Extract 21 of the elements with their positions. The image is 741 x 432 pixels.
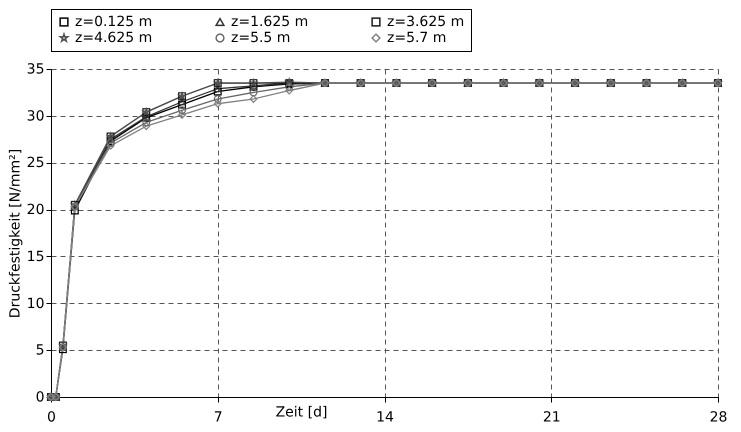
x-tick-label: 28: [710, 410, 728, 426]
x-tick-label: 14: [376, 410, 394, 426]
y-tick-label: 20: [26, 202, 44, 218]
x-tick-label: 0: [47, 410, 56, 426]
y-tick-label: 25: [26, 155, 44, 172]
y-tick-label: 30: [26, 108, 44, 124]
legend-label: z=5.5 m: [231, 30, 290, 46]
y-tick-label: 35: [26, 62, 44, 78]
legend-label: z=5.7 m: [387, 30, 446, 46]
y-tick-label: 5: [36, 342, 44, 359]
x-axis-title: Zeit [d]: [276, 404, 328, 420]
legend-label: z=1.625 m: [231, 14, 308, 30]
legend-label: z=3.625 m: [387, 14, 464, 30]
x-tick-label: 7: [214, 410, 223, 426]
y-tick-label: 15: [26, 248, 44, 265]
x-tick-label: 21: [542, 410, 561, 426]
y-axis-title: Druckfestigkeit [N/mm²]: [8, 148, 24, 318]
legend-label: z=0.125 m: [75, 14, 152, 30]
y-tick-label: 0: [36, 390, 44, 406]
y-tick-label: 10: [26, 296, 44, 312]
legend-label: z=4.625 m: [75, 30, 152, 46]
